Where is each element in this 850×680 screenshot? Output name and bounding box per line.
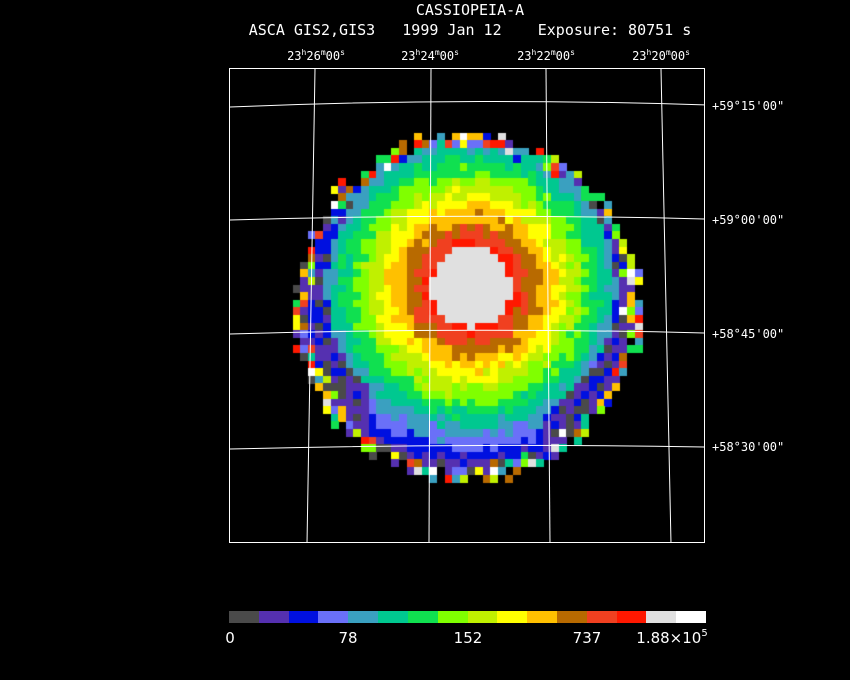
colorbar-swatch — [467, 611, 498, 623]
colorbar-swatch — [616, 611, 647, 623]
colorbar-swatch — [527, 611, 557, 623]
dec-grid-line — [230, 215, 704, 221]
colorbar-label-min: 0 — [225, 629, 235, 647]
exposure-value: 80751 s — [628, 21, 692, 39]
ra-tick-label: 23h26m00s — [287, 48, 345, 64]
ra-grid-line — [660, 69, 672, 542]
colorbar — [229, 611, 706, 623]
observation-subtitle: ASCA GIS2,GIS3 1999 Jan 12 Exposure: 807… — [0, 21, 850, 39]
colorbar-label-max: 1.88×105 — [636, 628, 708, 648]
colorbar-swatch — [288, 611, 319, 623]
colorbar-swatch — [407, 611, 438, 623]
dec-tick-label: +58°45'00" — [712, 327, 785, 341]
colorbar-swatch — [348, 611, 379, 623]
colorbar-swatch — [258, 611, 289, 623]
dec-tick-label: +59°00'00" — [712, 213, 785, 227]
observation-date: 1999 Jan 12 — [402, 21, 502, 39]
instrument-label: ASCA GIS2,GIS3 — [248, 21, 376, 39]
dec-tick-label: +58°30'00" — [712, 440, 785, 454]
colorbar-label: 737 — [572, 629, 602, 647]
colorbar-swatch — [497, 611, 528, 623]
colorbar-swatch — [556, 611, 587, 623]
dec-grid-line — [230, 329, 704, 335]
dec-grid-line — [230, 100, 704, 108]
colorbar-label: 152 — [453, 629, 483, 647]
colorbar-swatch — [646, 611, 677, 623]
dec-tick-label: +59°15'00" — [712, 99, 785, 113]
ra-tick-label: 23h24m00s — [401, 48, 459, 64]
dec-grid-line — [230, 444, 704, 450]
colorbar-swatch — [378, 611, 408, 623]
colorbar-swatch — [676, 611, 706, 623]
xray-intensity-image — [230, 69, 704, 542]
ra-tick-label: 23h20m00s — [632, 48, 690, 64]
coordinate-grid — [230, 69, 704, 542]
colorbar-swatch — [437, 611, 468, 623]
ra-grid-line — [428, 69, 432, 542]
colorbar-swatch — [318, 611, 349, 623]
object-title: CASSIOPEIA-A — [415, 1, 525, 19]
image-frame — [229, 68, 705, 543]
colorbar-swatch — [229, 611, 259, 623]
ra-tick-label: 23h22m00s — [517, 48, 575, 64]
ra-grid-line — [306, 69, 316, 542]
colorbar-swatch — [586, 611, 617, 623]
ra-grid-line — [545, 69, 551, 542]
exposure-label: Exposure: — [537, 21, 620, 39]
colorbar-label: 78 — [338, 629, 358, 647]
